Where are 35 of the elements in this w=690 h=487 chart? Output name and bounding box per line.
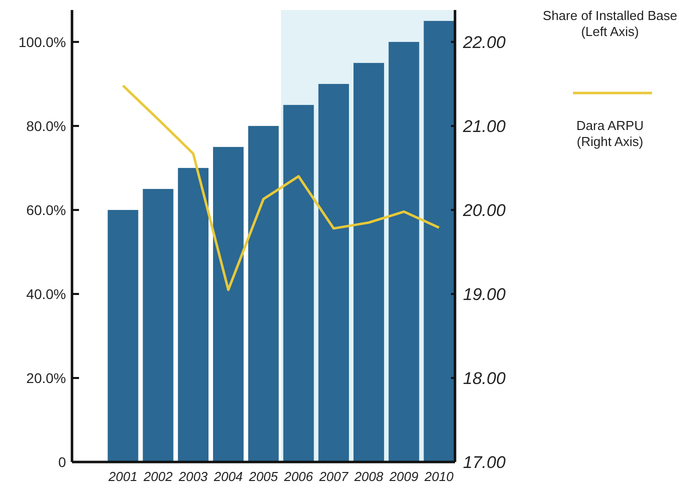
bar [108, 210, 138, 462]
y2-tick-label: 19.00 [463, 284, 506, 304]
y2-tick-label: 20.00 [462, 200, 506, 220]
y2-tick-label: 17.00 [463, 453, 506, 472]
y-tick-label: 80.0% [26, 118, 66, 134]
bar [354, 62, 384, 462]
bar [178, 168, 208, 462]
y-tick-label: 100.0% [18, 34, 66, 50]
y-tick-label: 40.0% [26, 286, 66, 302]
bar [283, 104, 314, 462]
bar [424, 20, 454, 462]
x-tick-label: 2005 [248, 469, 279, 484]
y-tick-label: 20.0% [26, 370, 66, 386]
bar [213, 146, 244, 462]
x-tick-label: 2003 [178, 469, 208, 484]
x-tick-label: 2009 [388, 469, 418, 484]
text: Share of Installed Base (Left Axis) [542, 8, 678, 39]
y-tick-label: 60.0% [26, 202, 66, 218]
text: Dara ARPU (Right Axis) [576, 118, 644, 149]
bar [248, 126, 279, 462]
bar [388, 42, 420, 462]
bar [318, 84, 349, 462]
x-tick-label: 2004 [212, 469, 243, 484]
y2-tick-label: 21.00 [462, 116, 506, 136]
x-tick-label: 2008 [353, 469, 384, 484]
x-tick-label: 2006 [283, 469, 314, 484]
y-tick-label: 0 [58, 454, 66, 470]
line-series [122, 84, 440, 292]
x-tick-label: 2010 [424, 469, 454, 484]
x-tick-label: 2001 [108, 469, 138, 484]
bar [142, 188, 174, 462]
x-tick-label: 2002 [142, 469, 174, 484]
y2-tick-label: 22.00 [462, 32, 506, 52]
y2-tick-label: 18.00 [463, 368, 506, 388]
x-tick-label: 2007 [318, 469, 349, 484]
